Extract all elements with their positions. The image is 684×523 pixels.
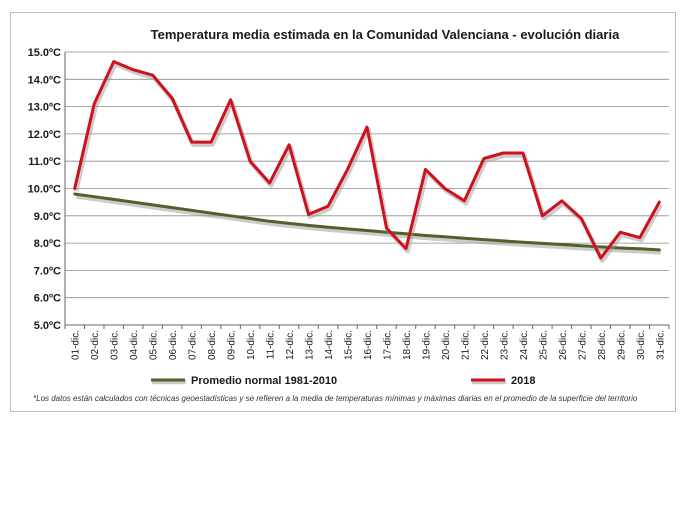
x-tick-label: 23-dic. <box>499 330 510 360</box>
x-tick-label: 17-dic. <box>382 330 393 360</box>
y-tick-label: 9.0ºC <box>34 211 61 223</box>
x-tick-label: 24-dic. <box>519 330 530 360</box>
y-tick-label: 14.0ºC <box>28 74 61 86</box>
x-tick-label: 02-dic. <box>90 330 101 360</box>
x-tick-label: 14-dic. <box>324 330 335 360</box>
y-tick-label: 10.0ºC <box>28 184 61 196</box>
x-tick-label: 06-dic. <box>168 330 179 360</box>
x-tick-label: 13-dic. <box>305 330 316 360</box>
x-tick-label: 12-dic. <box>285 330 296 360</box>
x-tick-label: 07-dic. <box>188 330 199 360</box>
x-tick-label: 25-dic. <box>538 330 549 360</box>
x-tick-label: 11-dic. <box>266 330 277 359</box>
x-tick-label: 18-dic. <box>402 330 413 360</box>
legend: Promedio normal 1981-2010 2018 <box>151 375 535 387</box>
chart-frame: Temperatura media estimada en la Comunid… <box>10 12 676 412</box>
x-tick-label: 29-dic. <box>616 330 627 360</box>
y-tick-label: 6.0ºC <box>34 293 61 305</box>
series-shadow-0 <box>75 194 661 255</box>
x-tick-label: 09-dic. <box>227 330 238 360</box>
chart-title: Temperatura media estimada en la Comunid… <box>151 27 620 42</box>
legend-label-0: Promedio normal 1981-2010 <box>191 375 337 387</box>
x-tick-label: 08-dic. <box>207 330 218 360</box>
series-line-1 <box>73 60 661 260</box>
y-tick-label: 12.0ºC <box>28 129 61 141</box>
x-tick-label: 28-dic. <box>597 330 608 360</box>
x-tick-label: 26-dic. <box>558 330 569 360</box>
x-tick-label: 30-dic. <box>636 330 647 360</box>
x-tick-label: 10-dic. <box>246 330 257 360</box>
series-layer <box>73 60 663 263</box>
footnote: *Los datos están calculados con técnicas… <box>33 394 638 403</box>
y-tick-label: 13.0ºC <box>28 102 61 114</box>
x-tick-label: 22-dic. <box>480 330 491 360</box>
x-tick-label: 03-dic. <box>110 330 121 360</box>
grid-layer <box>65 51 669 326</box>
axis-layer: 5.0ºC 6.0ºC 7.0ºC 8.0ºC 9.0ºC 10.0ºC 11.0ºC 12.… <box>28 47 670 360</box>
series-line-0 <box>73 192 661 252</box>
x-tick-label: 04-dic. <box>129 330 140 360</box>
y-tick-label: 7.0ºC <box>34 265 61 277</box>
chart-canvas: Temperatura media estimada en la Comunid… <box>28 27 670 403</box>
x-tick-label: 27-dic. <box>577 330 588 360</box>
x-tick-label: 16-dic. <box>363 330 374 360</box>
legend-label-1: 2018 <box>511 375 535 387</box>
x-tick-label: 05-dic. <box>149 330 160 360</box>
y-tick-label: 15.0ºC <box>28 47 61 59</box>
y-tick-label: 5.0ºC <box>34 320 61 332</box>
y-tick-label: 11.0ºC <box>28 156 61 168</box>
y-tick-label: 8.0ºC <box>34 238 61 250</box>
x-tick-label: 01-dic. <box>71 330 82 360</box>
x-tick-label: 20-dic. <box>441 330 452 360</box>
x-tick-label: 15-dic. <box>344 330 355 360</box>
x-tick-label: 21-dic. <box>460 330 471 360</box>
x-tick-label: 31-dic. <box>655 330 666 360</box>
x-tick-label: 19-dic. <box>421 330 432 360</box>
